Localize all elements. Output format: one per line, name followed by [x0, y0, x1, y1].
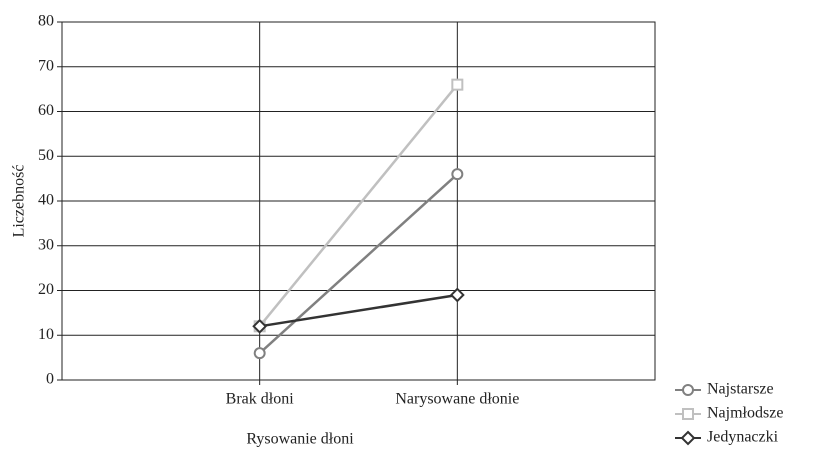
y-axis-label: Liczebność: [11, 165, 28, 238]
legend-marker: [682, 384, 694, 396]
legend-label: Najstarsze: [707, 381, 774, 398]
data-point: [252, 318, 268, 334]
x-tick-label: Narysowane dłonie: [395, 391, 519, 408]
y-tick-label: 60: [38, 102, 54, 119]
legend-label: Najmłodsze: [707, 405, 783, 422]
data-point: [449, 287, 465, 303]
data-point: [253, 347, 266, 360]
series-line: [258, 173, 459, 355]
y-tick-label: 30: [38, 236, 54, 253]
series-line: [258, 83, 459, 328]
legend-marker: [680, 430, 696, 446]
y-tick-label: 10: [38, 326, 54, 343]
x-tick-label: Brak dłoni: [226, 391, 295, 408]
x-axis-label: Rysowanie dłoni: [246, 431, 354, 448]
y-tick-label: 50: [38, 147, 54, 164]
legend-marker: [682, 408, 694, 420]
series-line: [259, 293, 458, 328]
y-tick-label: 40: [38, 192, 54, 209]
data-point: [451, 168, 464, 181]
y-tick-label: 20: [38, 281, 54, 298]
data-point: [451, 78, 464, 91]
y-tick-label: 70: [38, 57, 54, 74]
y-tick-label: 80: [38, 13, 54, 30]
plot-frame: [61, 21, 656, 381]
legend-label: Jedynaczki: [707, 429, 779, 446]
y-tick-label: 0: [46, 371, 54, 388]
